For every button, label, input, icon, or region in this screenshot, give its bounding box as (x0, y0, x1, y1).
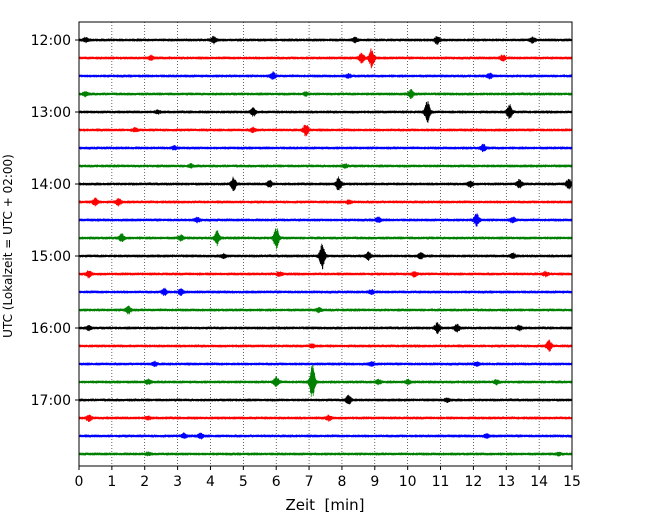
x-tick-label: 9 (370, 474, 379, 490)
x-tick-label: 11 (432, 474, 450, 490)
seismogram-trace (78, 394, 573, 405)
y-axis-ticks: 12:00 13:00 14:00 15:00 16:00 17:00 (31, 33, 79, 409)
x-tick-label: 14 (530, 474, 548, 490)
seismogram-trace (78, 48, 573, 69)
x-tick-label: 0 (75, 474, 84, 490)
y-tick-label: 13:00 (31, 105, 71, 121)
seismogram-trace (78, 228, 573, 250)
seismogram-trace (78, 339, 573, 353)
seismogram-trace (78, 213, 573, 227)
plot-frame (78, 21, 573, 467)
y-axis-label: UTC (Lokalzeit = UTC + 02:00) (1, 154, 15, 338)
seismogram-trace (78, 305, 573, 315)
x-axis-label: Zeit [min] (285, 496, 364, 514)
y-tick-label: 16:00 (31, 321, 71, 337)
seismogram-trace (78, 287, 573, 297)
seismogram-trace (78, 143, 573, 153)
x-tick-label: 12 (464, 474, 482, 490)
seismogram-trace (78, 89, 573, 99)
x-tick-label: 13 (497, 474, 515, 490)
seismogram-trace (78, 322, 573, 335)
seismogram-trace (78, 243, 573, 270)
x-tick-label: 8 (337, 474, 346, 490)
x-tick-label: 10 (399, 474, 417, 490)
seismogram-trace (78, 360, 573, 368)
seismogram-trace (78, 197, 573, 207)
seismogram-trace (78, 364, 573, 398)
seismogram-trace (78, 124, 573, 137)
x-tick-label: 7 (305, 474, 314, 490)
x-tick-label: 4 (206, 474, 215, 490)
seismogram-trace (78, 71, 573, 80)
seismogram-traces (78, 35, 573, 457)
seismogram-trace (78, 270, 573, 279)
seismogram-trace (78, 35, 573, 45)
seismogram-trace (78, 176, 573, 192)
seismogram-trace (78, 451, 573, 457)
y-tick-label: 12:00 (31, 33, 71, 49)
seismogram-trace (78, 163, 573, 169)
x-tick-label: 15 (563, 474, 581, 490)
seismogram-trace (78, 432, 573, 440)
y-tick-label: 14:00 (31, 177, 71, 193)
x-tick-label: 2 (140, 474, 149, 490)
x-axis-ticks: 0 1 2 3 4 5 6 7 8 9 10 11 12 13 14 15 (75, 466, 581, 490)
x-tick-label: 3 (173, 474, 182, 490)
y-tick-label: 15:00 (31, 249, 71, 265)
x-tick-label: 6 (272, 474, 281, 490)
seismogram-trace (78, 101, 573, 123)
seismogram-trace (78, 414, 573, 422)
grid-lines (111, 22, 540, 466)
y-tick-label: 17:00 (31, 393, 71, 409)
x-tick-label: 1 (107, 474, 116, 490)
x-tick-label: 5 (239, 474, 248, 490)
